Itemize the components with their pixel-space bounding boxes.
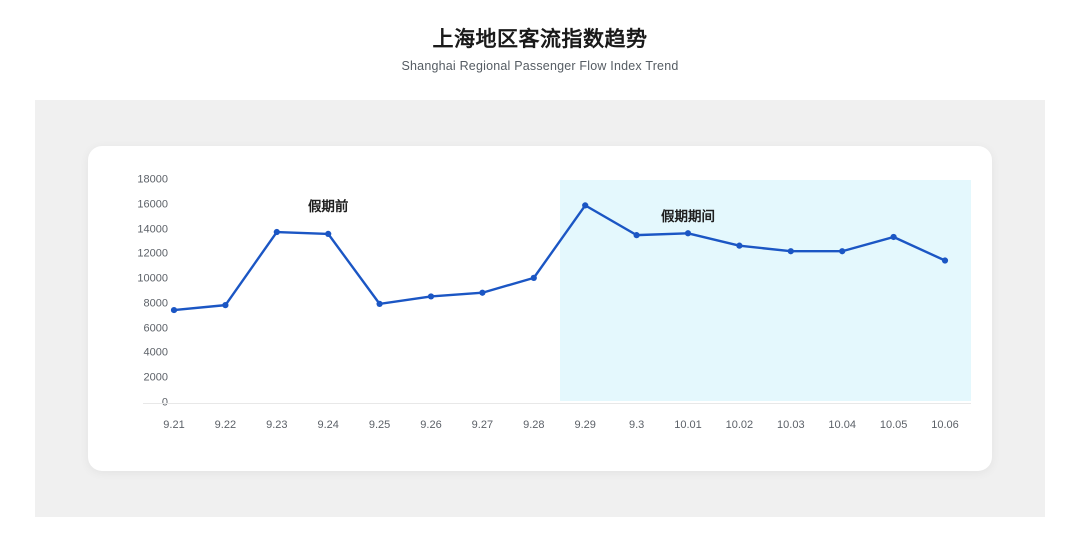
y-axis-tick-labels: 0 2000 4000 6000 8000 10000 12000 14000 16000 180… [88,174,168,408]
data-point-marker[interactable] [787,248,794,255]
x-axis-tick-label: 9.27 [471,419,494,431]
data-point-marker[interactable] [427,293,435,300]
y-axis-tick-label: 2000 [143,371,168,384]
x-axis-tick-label: 10.06 [931,419,959,431]
x-axis-tick-label: 10.05 [879,419,908,431]
data-point-marker[interactable] [530,274,537,281]
data-point-marker[interactable] [222,302,229,309]
x-axis-tick-label: 9.23 [266,419,288,431]
x-axis-tick-label: 9.28 [523,419,545,431]
data-point-marker[interactable] [941,257,949,264]
series-line [172,204,947,312]
data-point-marker[interactable] [273,228,280,236]
y-axis-tick-label: 16000 [137,198,168,211]
data-point-marker[interactable] [325,230,332,237]
x-axis-tick-label: 9.21 [163,419,185,431]
x-axis-tick-label: 10.02 [725,419,754,431]
holiday-period-shaded-region [559,180,971,401]
y-axis-tick-label: 10000 [137,272,168,285]
data-point-marker[interactable] [839,248,846,255]
x-axis-tick-label: 9.25 [368,419,391,431]
data-point-marker[interactable] [890,233,897,241]
y-axis-tick-label: 14000 [137,223,168,236]
page-title: 上海地区客流指数趋势 Shanghai Regional Passenger F… [0,26,1080,76]
y-axis-tick-label: 4000 [143,346,168,359]
chart-annotation-label: 假期前 [307,198,349,214]
page-title-chinese: 上海地区客流指数趋势 [432,28,648,51]
data-point-marker[interactable] [479,289,486,296]
page-subtitle-english: Shanghai Regional Passenger Flow Index T… [401,59,679,73]
y-axis-tick-label: 0 [162,397,168,409]
x-axis-tick-label: 9.26 [420,419,442,431]
x-axis-tick-label: 9.22 [214,419,237,431]
y-axis-tick-label: 8000 [143,297,168,310]
x-axis-tick-label: 9.29 [574,419,596,431]
line-series-chart [170,202,949,314]
data-point-marker[interactable] [684,230,692,237]
data-point-marker[interactable] [736,242,743,249]
chart-annotation-label: 假期期间 [661,208,715,224]
data-point-marker[interactable] [170,306,178,314]
data-point-marker[interactable] [376,300,383,307]
x-axis-tick-label: 9.24 [317,419,339,431]
y-axis-tick-label: 6000 [143,322,168,335]
x-axis-tick-label: 10.04 [828,419,856,431]
data-point-marker[interactable] [633,232,640,239]
chart-panel-background: 0 2000 4000 6000 8000 10000 12000 14000 16000 180… [35,100,1045,517]
x-axis-tick-label: 9.3 [628,419,645,431]
x-axis-line [143,403,971,404]
chart-card: 0 2000 4000 6000 8000 10000 12000 14000 16000 180… [88,146,992,471]
x-axis-tick-label: 10.03 [777,419,805,431]
data-point-marker[interactable] [582,202,589,209]
x-axis-tick-label: 10.01 [674,419,702,431]
y-axis-tick-label: 12000 [137,247,168,260]
y-axis-tick-label: 18000 [137,173,168,186]
